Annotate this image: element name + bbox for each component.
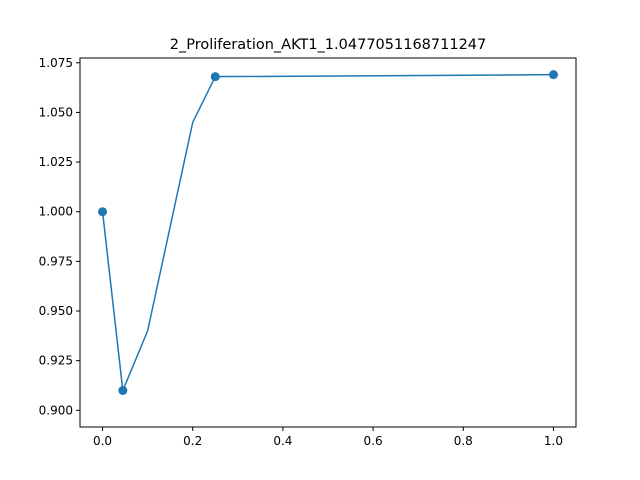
y-tick-label: 0.950 <box>39 304 73 318</box>
x-tick-label: 0.4 <box>273 434 292 448</box>
x-tick-label: 0.6 <box>364 434 383 448</box>
data-point <box>210 72 220 82</box>
y-tick-label: 0.925 <box>39 354 73 368</box>
y-tick-label: 1.025 <box>39 155 73 169</box>
series-line <box>101 73 554 392</box>
x-axis: 0.0 0.2 0.4 0.6 0.8 1.0 <box>93 427 563 448</box>
y-tick-label: 0.900 <box>39 403 73 417</box>
y-tick-label: 0.975 <box>39 254 73 268</box>
x-tick-label: 0.2 <box>183 434 202 448</box>
y-tick-label: 1.075 <box>39 56 73 70</box>
y-tick-label: 1.050 <box>39 105 73 119</box>
data-point <box>98 207 108 217</box>
data-point <box>118 385 128 395</box>
x-tick-label: 0.8 <box>454 434 473 448</box>
plot-area <box>98 70 558 395</box>
chart-title: 2_Proliferation_AKT1_1.0477051168711247 <box>170 37 487 53</box>
plot-frame <box>79 57 577 428</box>
y-tick-label: 1.000 <box>39 205 73 219</box>
data-point <box>548 70 558 80</box>
y-axis: 0.900 0.925 0.950 0.975 1.000 1.025 1.050 1.075 <box>39 56 80 417</box>
x-tick-label: 1.0 <box>544 434 563 448</box>
x-tick-label: 0.0 <box>93 434 112 448</box>
